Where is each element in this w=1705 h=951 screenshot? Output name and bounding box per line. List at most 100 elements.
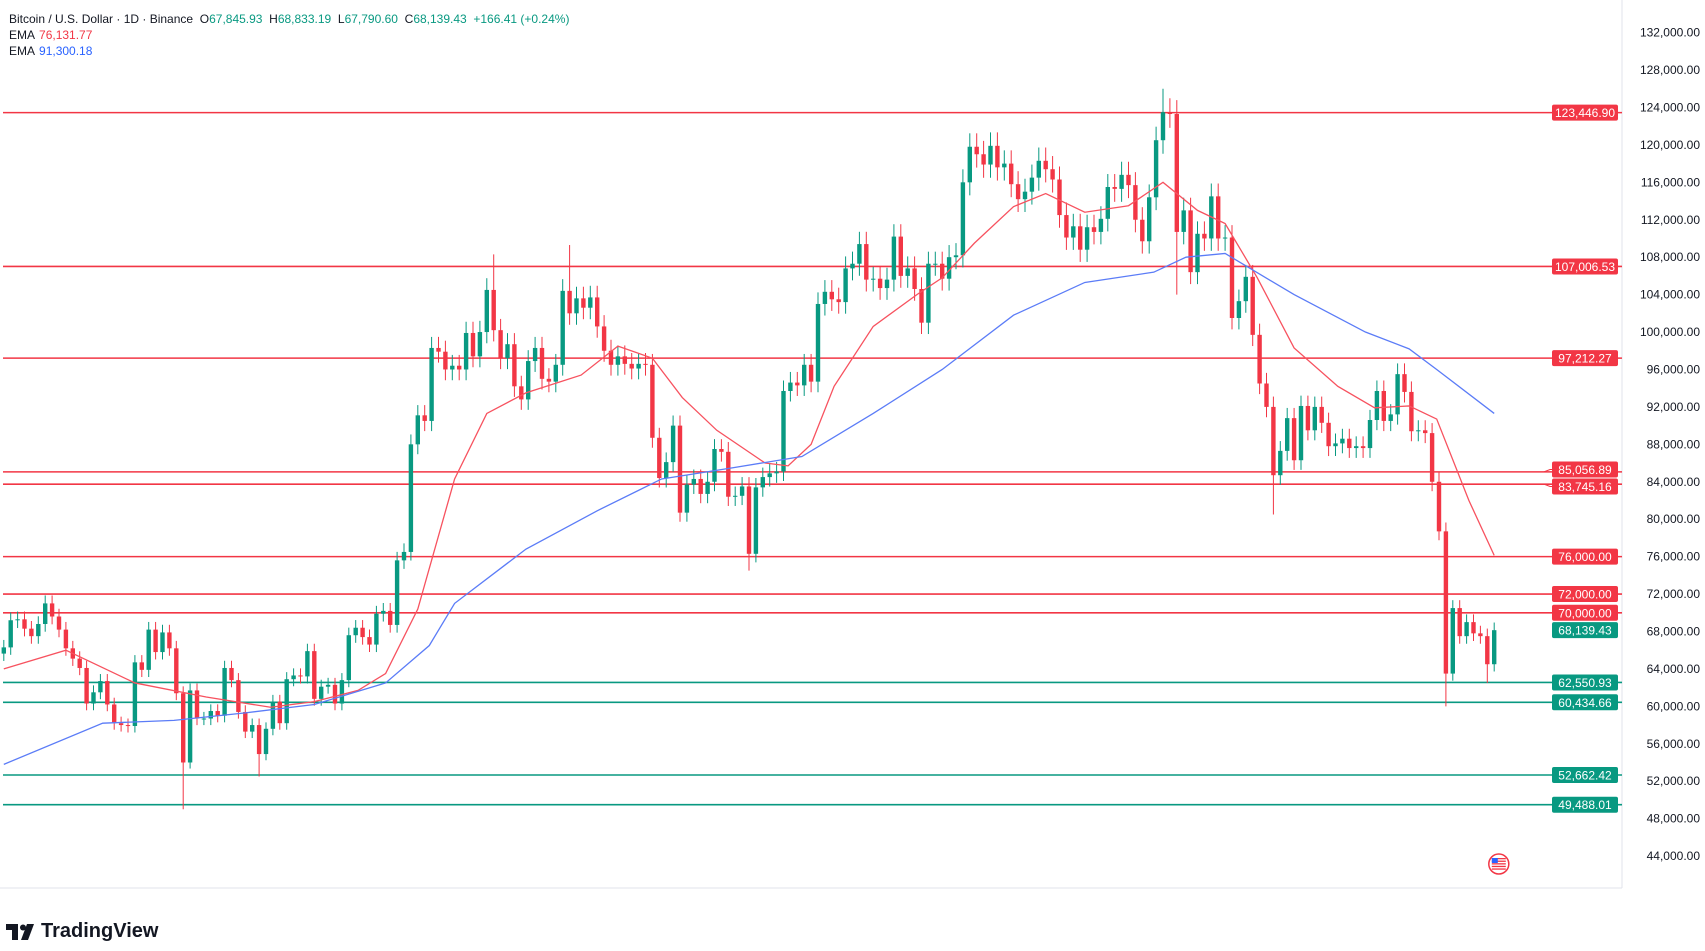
- candle-down: [539, 347, 545, 379]
- y-tick-label: 128,000.00: [1640, 63, 1700, 77]
- candle-up: [1119, 174, 1124, 189]
- candle-up: [822, 291, 828, 304]
- candle-up: [1236, 301, 1242, 319]
- candle-up: [926, 263, 931, 323]
- candle-up: [988, 145, 993, 165]
- candle-down: [1291, 418, 1297, 461]
- ema-fast-legend[interactable]: EMA 76,131.77: [9, 28, 93, 42]
- candle-down: [498, 330, 503, 359]
- level-price-label: 62,550.93: [1558, 676, 1612, 690]
- y-tick-label: 56,000.00: [1647, 737, 1701, 751]
- candle-up: [477, 332, 483, 357]
- candle-down: [608, 350, 614, 365]
- candle-down: [243, 711, 248, 732]
- candle-up: [450, 365, 455, 370]
- candle-up: [760, 477, 765, 488]
- level-price-label: 52,662.42: [1558, 769, 1612, 783]
- y-tick-label: 72,000.00: [1647, 587, 1701, 601]
- candle-down: [1257, 334, 1262, 384]
- y-tick-label: 76,000.00: [1647, 550, 1701, 564]
- tradingview-logo[interactable]: TradingView: [6, 920, 158, 943]
- candle-down: [650, 364, 655, 438]
- candle-down: [1250, 276, 1255, 335]
- candle-up: [1416, 430, 1421, 432]
- flag-stripe: [1491, 868, 1506, 870]
- y-tick-label: 88,000.00: [1647, 437, 1701, 451]
- candle-down: [657, 437, 662, 479]
- candle-up: [946, 257, 952, 279]
- symbol-title[interactable]: Bitcoin / U.S. Dollar · 1D · Binance: [9, 12, 194, 26]
- candle-up: [767, 473, 772, 478]
- candle-down: [1305, 405, 1311, 431]
- candle-down: [940, 263, 945, 279]
- level-price-label: 70,000.00: [1558, 606, 1612, 620]
- candle-up: [408, 444, 414, 552]
- candle-down: [1264, 383, 1269, 407]
- level-price-label-background: [1552, 604, 1618, 621]
- candle-down: [181, 693, 186, 763]
- candle-up: [346, 635, 351, 681]
- candle-down: [153, 629, 158, 653]
- y-tick-label: 48,000.00: [1647, 812, 1701, 826]
- candle-up: [933, 263, 938, 265]
- candle-up: [394, 560, 400, 625]
- us-flag-economic-event-icon[interactable]: [1488, 853, 1510, 875]
- candle-up: [574, 298, 579, 314]
- level-price-label-background: [1552, 796, 1618, 813]
- candle-up: [8, 620, 13, 648]
- candle-down: [112, 704, 117, 724]
- y-tick-label: 108,000.00: [1640, 250, 1700, 264]
- candle-down: [1174, 114, 1179, 232]
- candle-down: [1015, 184, 1021, 200]
- candle-down: [595, 297, 600, 327]
- level-price-label-background: [1552, 104, 1618, 121]
- y-tick-label: 96,000.00: [1647, 362, 1701, 376]
- high-value: 68,833.19: [277, 12, 332, 26]
- level-price-label-background: [1552, 674, 1618, 691]
- level-price-label-background: [1552, 461, 1618, 478]
- candle-up: [132, 662, 138, 726]
- candle-up: [664, 462, 669, 479]
- candle-up: [1278, 450, 1283, 476]
- candle-up: [553, 364, 558, 382]
- y-tick-label: 132,000.00: [1640, 26, 1700, 40]
- candle-up: [753, 487, 759, 554]
- candle-up: [788, 382, 793, 391]
- level-price-label-background: [1552, 694, 1618, 711]
- candle-down: [77, 658, 82, 668]
- candle-down: [470, 332, 476, 357]
- level-price-label-background: [1552, 258, 1618, 275]
- candle-up: [1181, 210, 1186, 232]
- candle-up: [1098, 218, 1104, 232]
- candle-up: [463, 332, 469, 370]
- tradingview-logo-icon: [6, 923, 34, 940]
- candle-up: [1, 647, 7, 654]
- candle-down: [919, 288, 924, 323]
- candle-down: [1229, 237, 1235, 319]
- candle-up: [1036, 160, 1041, 178]
- candle-up: [1105, 186, 1110, 219]
- chart-legend: Bitcoin / U.S. Dollar · 1D · Binance O67…: [9, 11, 569, 59]
- candle-up: [1071, 226, 1076, 238]
- candle-up: [1153, 140, 1159, 198]
- candle-up: [1395, 374, 1400, 415]
- candle-up: [1160, 112, 1166, 141]
- candle-down: [1167, 112, 1173, 115]
- candle-down: [995, 145, 1000, 168]
- candle-up: [526, 361, 531, 400]
- candle-up: [1243, 276, 1248, 302]
- candle-up: [967, 146, 972, 183]
- price-chart[interactable]: 132,000.00 128,000.00 124,000.00 120,000.00…: [0, 0, 1705, 900]
- candle-down: [546, 378, 552, 382]
- candle-down: [312, 651, 317, 699]
- y-tick-label: 84,000.00: [1647, 475, 1701, 489]
- candle-down: [581, 298, 586, 308]
- close-value: 68,139.43: [413, 12, 467, 26]
- candle-up: [339, 680, 345, 704]
- candle-up: [319, 686, 324, 699]
- flag-stripe: [1491, 865, 1506, 868]
- price-tag-leader: [1543, 483, 1552, 488]
- candle-down: [1457, 608, 1462, 637]
- candle-down: [63, 629, 69, 649]
- ema-slow-legend[interactable]: EMA 91,300.18: [9, 44, 93, 58]
